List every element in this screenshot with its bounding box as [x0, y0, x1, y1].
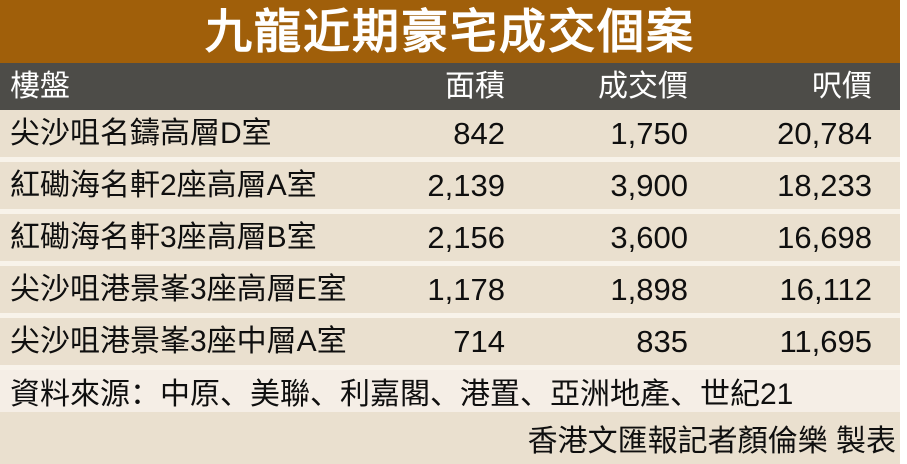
- title-banner: 九龍近期豪宅成交個案: [0, 0, 900, 63]
- psf-value: 16,112: [779, 272, 872, 307]
- area-value: 842: [453, 116, 505, 151]
- psf-value: 16,698: [777, 220, 872, 255]
- property-name: 紅磡海名軒2座高層A室: [10, 168, 317, 202]
- property-name: 尖沙咀名鑄高層D室: [10, 116, 272, 150]
- source-note: 資料來源：中原、美聯、利嘉閣、港置、亞洲地產、世紀21: [10, 378, 794, 411]
- property-name: 紅磡海名軒3座高層B室: [10, 220, 317, 254]
- price-value: 1,750: [610, 116, 688, 151]
- credit-text: 香港文匯報記者顏倫樂 製表: [527, 425, 896, 458]
- area-value: 1,178: [427, 272, 505, 307]
- price-value: 3,900: [610, 168, 688, 203]
- table-row: 尖沙咀港景峯3座高層E室 1,178 1,898 16,112: [0, 266, 900, 313]
- page-title: 九龍近期豪宅成交個案: [205, 5, 695, 58]
- column-header-psf: 呎價: [812, 69, 872, 103]
- table-header-row: 樓盤 面積 成交價 呎價: [0, 63, 900, 110]
- column-header-area: 面積: [445, 69, 505, 103]
- table-row: 紅磡海名軒2座高層A室 2,139 3,900 18,233: [0, 162, 900, 209]
- psf-value: 18,233: [777, 168, 872, 203]
- psf-value: 20,784: [777, 116, 872, 151]
- area-value: 714: [453, 324, 505, 359]
- price-value: 835: [636, 324, 688, 359]
- area-value: 2,139: [427, 168, 505, 203]
- source-note-row: 資料來源：中原、美聯、利嘉閣、港置、亞洲地產、世紀21: [0, 370, 900, 412]
- price-value: 1,898: [610, 272, 688, 307]
- column-header-property: 樓盤: [10, 69, 70, 103]
- column-header-price: 成交價: [598, 69, 688, 103]
- credit-row: 香港文匯報記者顏倫樂 製表: [0, 412, 900, 464]
- area-value: 2,156: [427, 220, 505, 255]
- property-name: 尖沙咀港景峯3座高層E室: [10, 272, 347, 306]
- table-row: 尖沙咀名鑄高層D室 842 1,750 20,784: [0, 110, 900, 157]
- table-row: 紅磡海名軒3座高層B室 2,156 3,600 16,698: [0, 214, 900, 261]
- price-value: 3,600: [610, 220, 688, 255]
- psf-value: 11,695: [779, 324, 872, 359]
- table-row: 尖沙咀港景峯3座中層A室 714 835 11,695: [0, 318, 900, 365]
- property-name: 尖沙咀港景峯3座中層A室: [10, 324, 347, 358]
